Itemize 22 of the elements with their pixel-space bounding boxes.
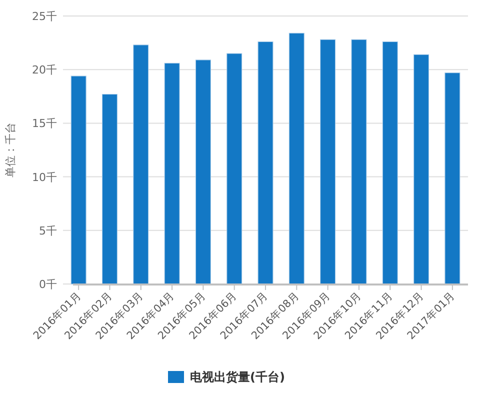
y-axis-title: 单位：千台 [4,122,17,178]
bar [258,41,274,284]
bar [413,54,430,284]
bar [382,41,398,284]
y-tick-label: 10千 [32,170,57,184]
bar [195,60,211,284]
bar [444,72,460,284]
y-tick-label: 0千 [39,278,57,291]
y-tick-label: 25千 [32,10,57,23]
bar [288,32,304,284]
legend-label: 电视出货量(千台) [190,370,285,384]
y-tick-label: 20千 [32,64,57,77]
legend: 电视出货量(千台) [168,370,285,384]
bar [320,39,336,284]
y-tick-label: 5千 [39,224,57,238]
y-tick-label: 15千 [32,117,57,130]
bar [133,44,149,284]
bar [70,76,86,284]
bar [164,62,180,284]
bar [226,53,242,284]
bar [351,39,367,284]
bar [102,94,118,284]
